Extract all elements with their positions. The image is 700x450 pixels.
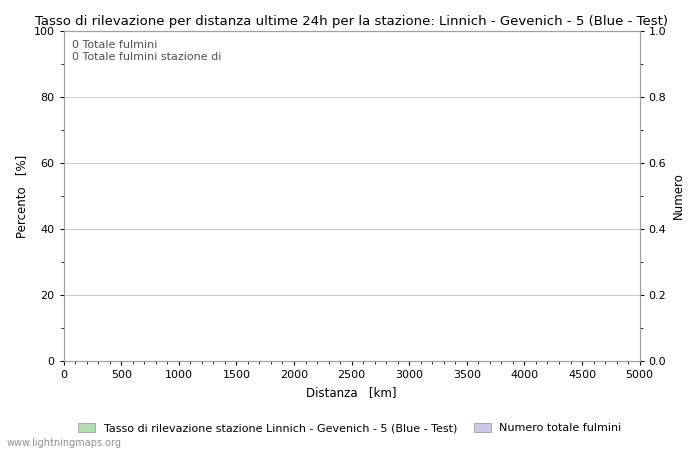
Text: 0 Totale fulmini
0 Totale fulmini stazione di: 0 Totale fulmini 0 Totale fulmini stazio… [72, 40, 222, 62]
Title: Tasso di rilevazione per distanza ultime 24h per la stazione: Linnich - Gevenich: Tasso di rilevazione per distanza ultime… [35, 15, 668, 28]
Y-axis label: Percento   [%]: Percento [%] [15, 154, 28, 238]
Y-axis label: Numero: Numero [672, 172, 685, 220]
Legend: Tasso di rilevazione stazione Linnich - Gevenich - 5 (Blue - Test), Numero total: Tasso di rilevazione stazione Linnich - … [74, 418, 626, 438]
X-axis label: Distanza   [km]: Distanza [km] [307, 386, 397, 399]
Text: www.lightningmaps.org: www.lightningmaps.org [7, 438, 122, 448]
